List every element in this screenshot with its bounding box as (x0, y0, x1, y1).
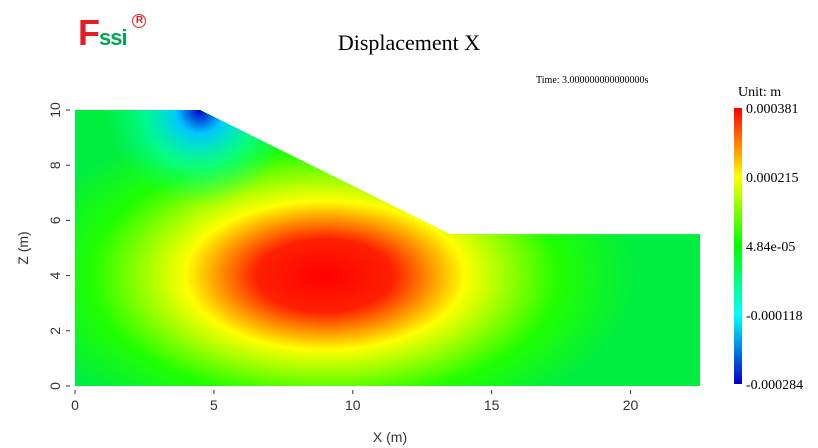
fssi-logo: Fssi R (78, 12, 146, 54)
x-axis-label: X (m) (373, 429, 407, 445)
logo-letters: ssi (99, 25, 128, 50)
y-tick-label: 4 (47, 271, 63, 279)
colorbar-label: 4.84e-05 (746, 240, 795, 255)
x-tick-label: 15 (484, 397, 500, 413)
colorbar-label: -0.000118 (746, 309, 803, 324)
y-axis-label: Z (m) (15, 231, 31, 264)
y-tick-label: 8 (47, 161, 63, 169)
chart-title: Displacement X (337, 30, 481, 55)
x-tick-label: 20 (623, 397, 639, 413)
x-tick-label: 10 (345, 397, 361, 413)
x-tick-label: 0 (71, 397, 79, 413)
colorbar-gradient (734, 108, 742, 384)
logo-letter-f: F (78, 12, 100, 53)
registered-mark-icon: R (132, 14, 146, 28)
colorbar: 0.000381 0.000215 4.84e-05 -0.000118 -0.0002… (734, 102, 803, 393)
y-tick-label: 6 (47, 216, 63, 224)
unit-label: Unit: m (738, 85, 782, 100)
y-tick-label: 0 (47, 382, 63, 390)
y-tick-label: 2 (47, 327, 63, 335)
y-tick-label: 10 (47, 102, 63, 118)
colorbar-label: -0.000284 (746, 378, 803, 393)
x-tick-label: 5 (210, 397, 218, 413)
time-label: Time: 3.000000000000000s (536, 75, 649, 86)
axes: 0 5 10 15 20 0 2 4 6 8 10 X (m) Z (m) (15, 102, 639, 445)
slope-crest-low-region (75, 110, 700, 386)
displacement-field (75, 110, 700, 386)
colorbar-label: 0.000381 (746, 102, 799, 117)
colorbar-label: 0.000215 (746, 171, 799, 186)
